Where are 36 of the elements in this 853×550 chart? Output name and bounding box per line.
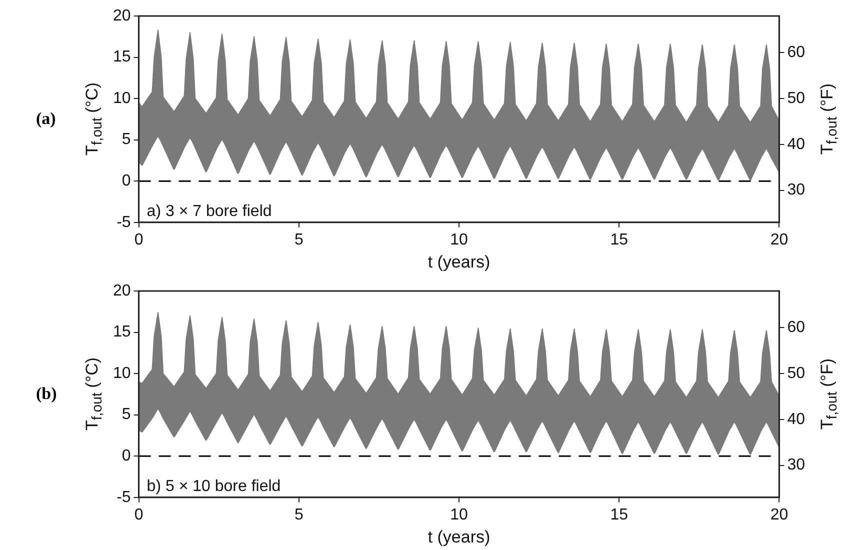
x-tick-label: 0 bbox=[134, 231, 144, 248]
y-tick-label: 0 bbox=[122, 448, 131, 465]
text: (a) bbox=[36, 109, 56, 130]
y-tick-label: 10 bbox=[113, 364, 131, 382]
x-tick-label: 15 bbox=[610, 506, 628, 524]
x-tick-label: 20 bbox=[770, 506, 788, 524]
y2-tick-label: 40 bbox=[787, 410, 806, 428]
y-tick-label: 15 bbox=[113, 324, 131, 341]
x-tick-label: 20 bbox=[770, 231, 788, 248]
y-tick-label: 20 bbox=[113, 7, 131, 24]
x-tick-label: 5 bbox=[294, 506, 304, 524]
y-tick-label: 10 bbox=[113, 90, 131, 107]
y-tick-label: 5 bbox=[122, 131, 131, 148]
y2-tick-label: 30 bbox=[787, 456, 806, 474]
y2-tick-label: 50 bbox=[787, 90, 806, 107]
y2-tick-label: 60 bbox=[787, 44, 806, 62]
y-tick-label: -5 bbox=[116, 488, 131, 506]
y-tick-label: 0 bbox=[122, 172, 131, 190]
x-tick-label: 10 bbox=[450, 231, 468, 248]
annotation: a) 3 × 7 bore field bbox=[146, 202, 272, 220]
y2-tick-label: 40 bbox=[787, 136, 806, 153]
y2-tick-label: 50 bbox=[787, 364, 806, 382]
y2-tick-label: 30 bbox=[787, 182, 806, 199]
x-tick-label: 10 bbox=[450, 506, 468, 524]
y2-tick-label: 60 bbox=[787, 319, 806, 336]
x-axis-title: t (years) bbox=[428, 527, 490, 546]
y-tick-label: 5 bbox=[122, 406, 131, 424]
x-tick-label: 5 bbox=[294, 231, 304, 248]
x-axis-title: t (years) bbox=[428, 252, 490, 272]
x-tick-label: 15 bbox=[610, 231, 628, 248]
x-tick-label: 0 bbox=[134, 506, 144, 524]
y-tick-label: 15 bbox=[113, 48, 131, 66]
annotation: b) 5 × 10 bore field bbox=[146, 478, 281, 495]
y-tick-label: -5 bbox=[116, 214, 131, 231]
y-tick-label: 20 bbox=[113, 282, 131, 300]
text: (b) bbox=[36, 384, 57, 404]
